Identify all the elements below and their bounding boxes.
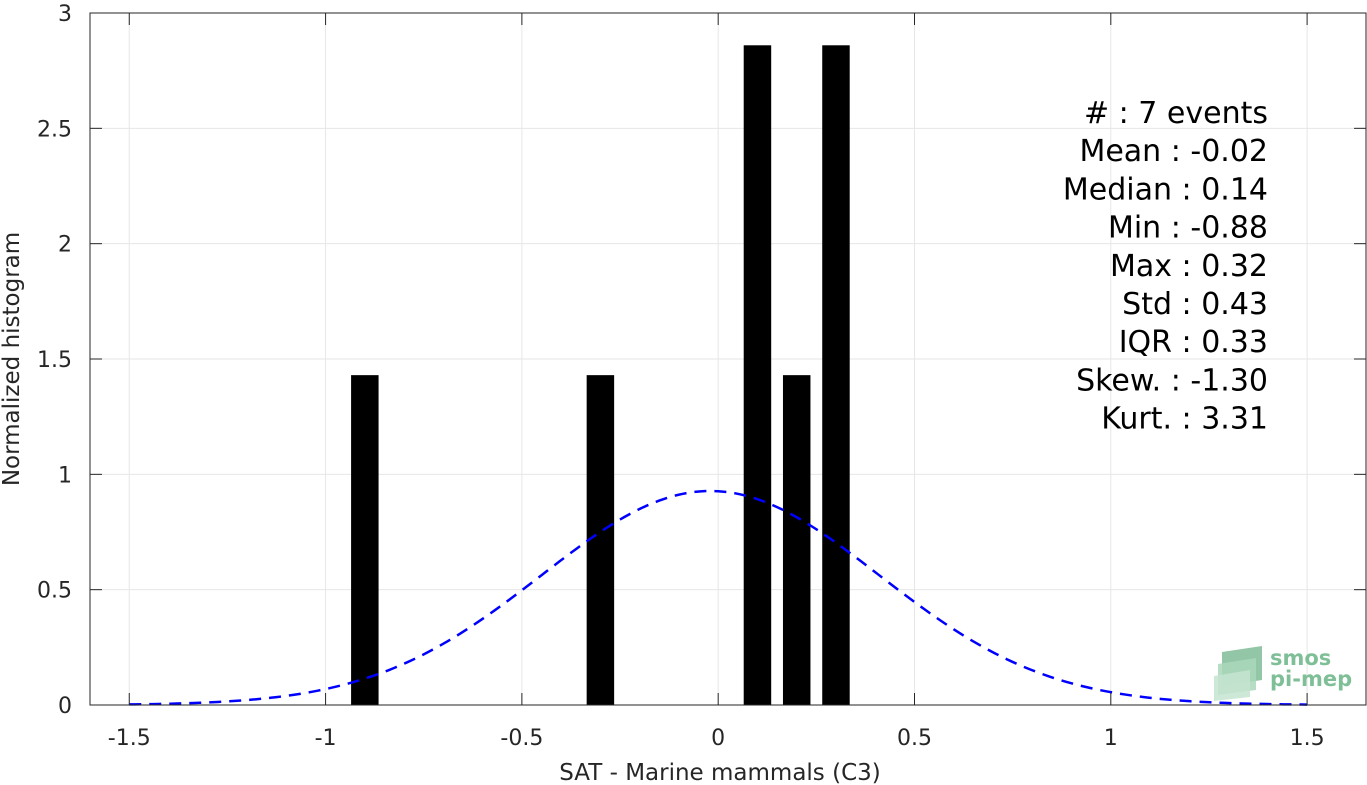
x-axis-ticks: -1.5 -1 -0.5 0 0.5 1 1.5: [108, 13, 1325, 751]
stats-line: # : 7 events: [1084, 96, 1268, 131]
x-tick-label: 0.5: [897, 726, 932, 751]
x-axis-label: SAT - Marine mammals (C3): [559, 760, 881, 785]
y-tick-label: 1.5: [37, 348, 72, 373]
logo-text-smos: smos: [1270, 646, 1331, 670]
smos-pi-mep-logo: smos pi-mep: [1214, 646, 1352, 701]
x-tick-label: -1.5: [108, 726, 151, 751]
histogram-bar: [782, 375, 811, 705]
histogram-bar: [822, 45, 850, 705]
y-tick-label: 0: [58, 694, 72, 719]
stats-line: Max : 0.32: [1110, 249, 1268, 284]
x-tick-label: 1: [1104, 726, 1118, 751]
y-tick-label: 3: [58, 2, 72, 27]
gaussian-fit-curve: [129, 489, 1308, 706]
stats-line: Std : 0.43: [1122, 287, 1268, 322]
x-tick-label: 1.5: [1290, 726, 1325, 751]
stats-line: Skew. : -1.30: [1076, 363, 1268, 398]
x-tick-label: -0.5: [500, 726, 543, 751]
stats-line: Min : -0.88: [1108, 211, 1268, 246]
y-tick-label: 2.5: [37, 117, 72, 142]
x-tick-label: 0: [711, 726, 725, 751]
y-tick-label: 2: [58, 233, 72, 258]
logo-text-pi-mep: pi-mep: [1270, 667, 1352, 691]
histogram-bar: [586, 375, 615, 705]
stats-line: IQR : 0.33: [1119, 325, 1268, 360]
stats-line: Kurt. : 3.31: [1101, 402, 1268, 437]
y-tick-label: 0.5: [37, 579, 72, 604]
stats-line: Median : 0.14: [1063, 172, 1268, 207]
stats-line: Mean : -0.02: [1079, 134, 1268, 169]
y-axis-label: Normalized histogram: [0, 232, 25, 486]
y-axis-ticks: 0 0.5 1 1.5 2 2.5 3: [37, 2, 1366, 719]
histogram-bar: [743, 45, 772, 705]
histogram-bars: [351, 45, 850, 705]
logo-mark-icon: [1214, 646, 1262, 701]
histogram-bar: [351, 375, 379, 705]
y-tick-label: 1: [58, 463, 72, 488]
x-tick-label: -1: [315, 726, 337, 751]
